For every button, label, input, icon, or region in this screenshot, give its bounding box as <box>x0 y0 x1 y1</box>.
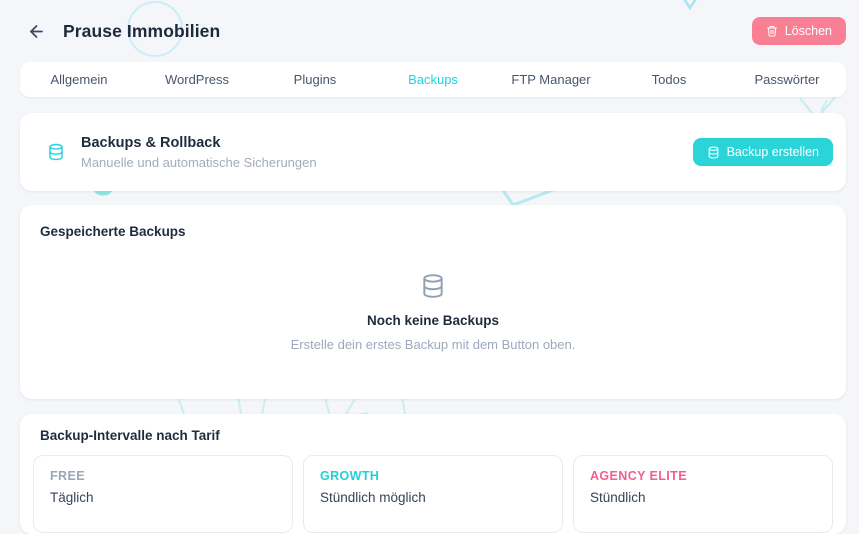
saved-backups-title: Gespeicherte Backups <box>40 224 186 239</box>
backups-rollback-subtitle: Manuelle und automatische Sicherungen <box>81 154 317 170</box>
trash-icon <box>766 25 778 37</box>
create-backup-label: Backup erstellen <box>726 145 819 159</box>
plan-card-free: FREE Täglich <box>33 455 293 533</box>
tab-passwoerter[interactable]: Passwörter <box>728 62 846 97</box>
backups-empty-state: Noch keine Backups Erstelle dein erstes … <box>40 273 826 352</box>
database-icon <box>47 143 65 161</box>
arrow-left-icon <box>27 22 46 41</box>
saved-backups-card: Gespeicherte Backups Noch keine Backups … <box>20 205 846 399</box>
create-backup-button[interactable]: Backup erstellen <box>692 138 833 166</box>
site-tabs: Allgemein WordPress Plugins Backups FTP … <box>20 62 846 97</box>
backups-rollback-card: Backups & Rollback Manuelle und automati… <box>20 113 846 191</box>
tab-todos[interactable]: Todos <box>610 62 728 97</box>
tab-ftp-manager[interactable]: FTP Manager <box>492 62 610 97</box>
tab-allgemein[interactable]: Allgemein <box>20 62 138 97</box>
database-icon <box>707 146 720 159</box>
plan-name: GROWTH <box>320 469 380 483</box>
plan-interval: Stündlich möglich <box>320 490 426 505</box>
delete-button-label: Löschen <box>784 24 832 38</box>
backup-intervals-card: Backup-Intervalle nach Tarif FREE Täglic… <box>20 414 846 534</box>
back-button[interactable] <box>24 19 48 43</box>
database-icon <box>420 273 446 299</box>
plan-interval: Täglich <box>50 490 94 505</box>
backups-rollback-title: Backups & Rollback <box>81 134 221 151</box>
backups-rollback-heading: Backups & Rollback Manuelle und automati… <box>81 135 317 170</box>
tab-backups[interactable]: Backups <box>374 62 492 97</box>
plan-interval-list: FREE Täglich GROWTH Stündlich möglich AG… <box>33 455 833 533</box>
plan-name: FREE <box>50 469 85 483</box>
page-header: Prause Immobilien Löschen <box>0 0 859 62</box>
plan-card-growth: GROWTH Stündlich möglich <box>303 455 563 533</box>
plan-interval: Stündlich <box>590 490 646 505</box>
page-title: Prause Immobilien <box>63 20 221 41</box>
plan-name: AGENCY ELITE <box>590 469 687 483</box>
tab-plugins[interactable]: Plugins <box>256 62 374 97</box>
backup-intervals-title: Backup-Intervalle nach Tarif <box>40 428 220 443</box>
empty-state-subtitle: Erstelle dein erstes Backup mit dem Butt… <box>290 337 576 352</box>
plan-card-agency-elite: AGENCY ELITE Stündlich <box>573 455 833 533</box>
tab-wordpress[interactable]: WordPress <box>138 62 256 97</box>
empty-state-title: Noch keine Backups <box>366 313 500 328</box>
delete-site-button[interactable]: Löschen <box>751 17 846 45</box>
